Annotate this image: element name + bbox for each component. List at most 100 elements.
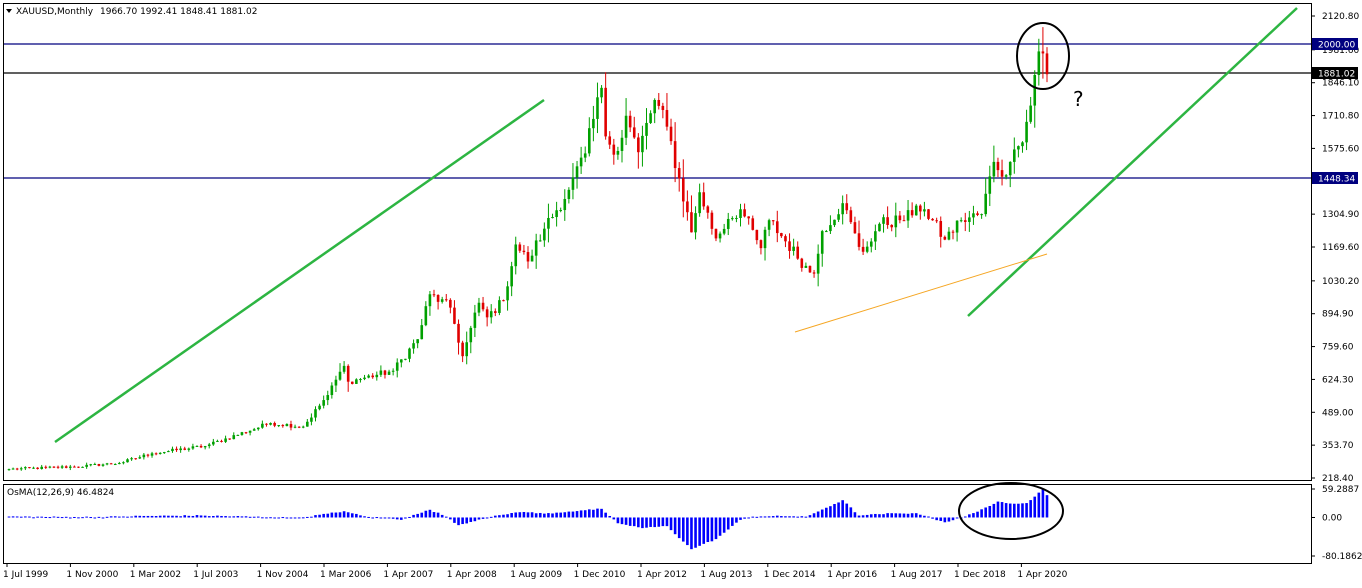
candle-body <box>363 377 366 380</box>
candle-body <box>232 435 236 440</box>
osma-bar <box>673 517 677 535</box>
candle-body <box>624 115 628 138</box>
candle-body <box>1000 170 1004 177</box>
osma-bar <box>759 516 763 518</box>
osma-bar <box>310 516 313 518</box>
candle-body <box>747 216 750 219</box>
osma-bar <box>976 511 979 518</box>
candle-body <box>134 458 137 460</box>
candle-body <box>150 453 154 456</box>
time-tick-label: 1 Dec 2018 <box>954 570 1006 580</box>
candle-body <box>48 466 52 468</box>
horizontal-levels: 2000.00 1881.02 1448.34 <box>4 38 1358 185</box>
osma-bar <box>404 517 407 519</box>
osma-bar <box>857 515 861 518</box>
osma-bar <box>604 512 607 518</box>
osma-bar <box>726 517 730 530</box>
candle-body <box>669 126 673 142</box>
trend-line-right[interactable] <box>967 7 1298 317</box>
osma-bar <box>649 517 652 527</box>
candle-body <box>113 464 117 466</box>
level-price-box <box>1312 38 1358 50</box>
osma-bar <box>547 513 550 518</box>
time-tick-label: 1 Mar 2002 <box>130 570 181 580</box>
osma-bar <box>408 516 411 518</box>
candle-body <box>301 426 305 428</box>
candle-body <box>923 209 926 212</box>
osma-bar <box>68 517 72 519</box>
osma-bar <box>992 503 996 518</box>
trend-line-left[interactable] <box>54 98 545 444</box>
osma-bar <box>1021 503 1024 518</box>
candle-body <box>285 423 289 427</box>
time-tick-label: 1 Jul 1999 <box>3 570 48 580</box>
osma-bar <box>48 517 52 519</box>
candle-body <box>375 374 379 378</box>
osma-bar <box>1025 503 1028 518</box>
candle-body <box>661 105 665 111</box>
price-tick-label: 1710.80 <box>1322 112 1359 122</box>
osma-bar <box>743 517 746 519</box>
osma-highlight-ellipse[interactable] <box>958 482 1064 540</box>
price-tick-label: 1981.60 <box>1322 46 1359 56</box>
candle-body <box>947 231 951 240</box>
time-tick-label: 1 Mar 2006 <box>320 570 372 580</box>
osma-bar <box>73 517 76 519</box>
osma-bar <box>906 513 910 518</box>
osma-bar <box>698 517 701 546</box>
osma-bar <box>301 517 305 519</box>
osma-bar <box>179 516 182 518</box>
osma-bar <box>350 513 354 518</box>
candle-body <box>314 409 317 418</box>
osma-bar <box>616 517 620 524</box>
osma-bar <box>543 513 546 518</box>
candle-body <box>980 214 983 216</box>
osma-bar <box>224 516 227 518</box>
candle-body <box>763 229 767 249</box>
candle-body <box>212 441 215 445</box>
osma-bar <box>19 516 23 518</box>
osma-bar <box>77 517 80 519</box>
osma-bar <box>477 517 481 520</box>
candle-body <box>89 464 93 466</box>
price-tick-label: 218.40 <box>1322 474 1354 484</box>
osma-bar <box>162 515 166 518</box>
candle-body <box>910 210 914 216</box>
osma-bar <box>808 515 812 518</box>
candle-body <box>477 302 481 313</box>
osma-bar <box>886 513 889 518</box>
candle-body <box>11 468 15 470</box>
time-tick-label: 1 Apr 2012 <box>637 570 687 580</box>
indicator-header: OsMA(12,26,9) 46.4824 <box>7 488 114 498</box>
candle-body <box>641 135 644 153</box>
candle-body <box>959 220 963 222</box>
osma-bar <box>968 514 971 518</box>
candle-body <box>649 113 652 123</box>
osma-bar <box>669 517 673 531</box>
candle-body <box>510 266 513 287</box>
osma-bar <box>212 515 215 518</box>
time-tick-label: 1 Jul 2003 <box>193 570 238 580</box>
osma-bar <box>36 516 39 518</box>
menu-triangle-icon[interactable] <box>6 9 12 13</box>
osma-bar <box>559 512 562 518</box>
osma-bar <box>412 514 415 518</box>
candle-body <box>547 217 550 229</box>
candle-body <box>796 246 800 259</box>
osma-bar <box>632 517 636 527</box>
price-tick-label: 353.70 <box>1322 441 1354 451</box>
candle-body <box>698 192 701 214</box>
osma-bar <box>395 517 399 520</box>
candle-body <box>322 400 325 406</box>
osma-bar <box>739 517 742 520</box>
candle-body <box>64 466 68 468</box>
candle-body <box>632 127 636 138</box>
osma-bar <box>457 517 460 526</box>
candle-body <box>432 294 436 296</box>
indicator-tick-label: -80.1862 <box>1322 552 1362 562</box>
ohlc-header: 1966.70 1992.41 1848.41 1881.02 <box>100 7 257 17</box>
candle-body <box>955 220 959 233</box>
candle-body <box>371 375 375 378</box>
osma-bar <box>869 514 873 518</box>
top-highlight-ellipse[interactable] <box>1016 22 1070 90</box>
